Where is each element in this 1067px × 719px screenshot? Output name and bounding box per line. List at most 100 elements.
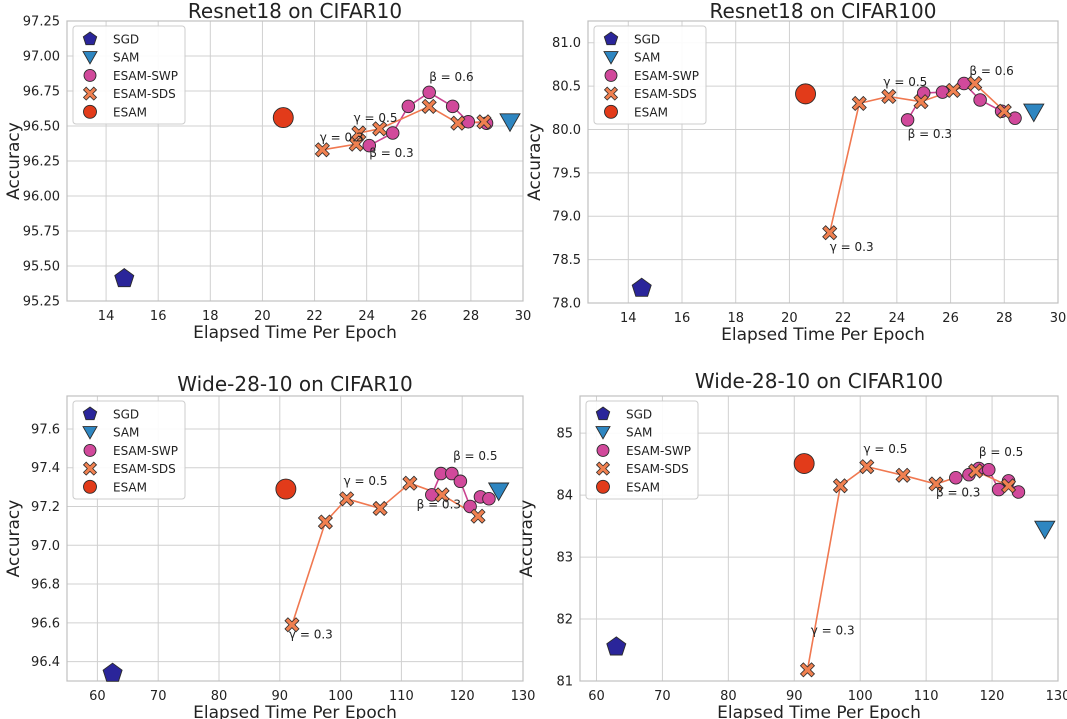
- data-point-sam: [1034, 520, 1056, 540]
- data-point-esam-swp: [385, 126, 400, 140]
- data-point-sam: [1023, 103, 1045, 123]
- plot-frame: [66, 20, 524, 302]
- data-point-esam-sds: [317, 514, 333, 530]
- legend-label: SAM: [634, 51, 660, 65]
- data-point-esam-sds: [851, 95, 867, 111]
- x-tick-label: 90: [786, 689, 803, 704]
- annotation: β = 0.3: [936, 485, 980, 499]
- y-tick-label: 96.25: [23, 155, 60, 170]
- plot-frame: [579, 395, 1059, 682]
- data-point-sam: [499, 113, 521, 133]
- data-point-esam-sds: [470, 508, 486, 524]
- chart-title: Wide-28-10 on CIFAR100: [695, 369, 943, 393]
- data-point-esam-swp: [949, 471, 963, 485]
- data-point-esam-sds: [372, 121, 388, 137]
- data-point-esam: [275, 478, 297, 500]
- data-point-esam-sds: [895, 467, 911, 483]
- annotation: γ = 0.5: [344, 474, 388, 488]
- legend-label: ESAM-SWP: [113, 444, 178, 458]
- annotation: γ = 0.3: [811, 624, 855, 638]
- legend-label: ESAM: [113, 480, 147, 494]
- x-tick-label: 14: [98, 309, 115, 324]
- x-tick-label: 70: [654, 689, 671, 704]
- data-point-esam-sds: [476, 114, 492, 130]
- legend-label: SGD: [626, 408, 652, 422]
- x-tick-label: 16: [674, 311, 691, 326]
- legend-marker-sgd: [82, 31, 98, 46]
- x-tick-label: 22: [306, 309, 323, 324]
- data-point-esam-swp: [1008, 111, 1022, 125]
- legend-marker-esam-sds: [595, 461, 611, 476]
- data-point-sam: [487, 482, 510, 502]
- annotation: γ = 0.3: [289, 627, 333, 641]
- y-tick-label: 96.75: [23, 85, 60, 100]
- x-tick-label: 130: [511, 689, 536, 704]
- data-point-esam-sds: [968, 463, 984, 479]
- legend-marker-sgd: [82, 406, 98, 421]
- data-point-esam-sds: [402, 475, 418, 491]
- chart-panel-2: 14 16 18 20 22 24 26 28 30 78.0 78.5 79.0 79.5 80.0 80…: [525, 0, 1066, 345]
- annotation: β = 0.3: [908, 127, 952, 141]
- data-point-esam-swp: [1011, 485, 1026, 499]
- legend-label: ESAM-SDS: [113, 462, 176, 476]
- annotation: β = 0.5: [979, 445, 1023, 459]
- legend: SGD SAM ESAM-SWP ESAM-SDS ESAM: [593, 25, 707, 125]
- data-point-esam-sds: [314, 142, 330, 158]
- y-tick-label: 84: [556, 489, 573, 504]
- legend-marker-sam: [82, 51, 98, 65]
- legend-marker-esam-swp: [596, 443, 610, 457]
- legend-label: ESAM-SDS: [634, 87, 697, 101]
- legend-label: ESAM: [626, 480, 660, 494]
- data-point-sgd: [606, 636, 627, 656]
- legend-marker-esam: [596, 479, 610, 494]
- annotation: γ = 0.3: [830, 240, 874, 254]
- y-tick-label: 96.8: [31, 578, 60, 593]
- data-point-esam: [795, 83, 816, 105]
- data-point-esam-sds: [799, 662, 816, 678]
- legend-label: SAM: [113, 51, 139, 65]
- legend-box: [72, 400, 186, 500]
- x-tick-label: 16: [150, 309, 167, 324]
- legend-label: SAM: [113, 426, 139, 440]
- annotation: β = 0.6: [969, 64, 1013, 78]
- y-tick-label: 95.25: [23, 295, 60, 310]
- data-point-esam-swp: [422, 85, 436, 100]
- y-tick-label: 80.5: [552, 80, 581, 95]
- y-tick-label: 82: [556, 613, 573, 628]
- legend-marker-esam-sds: [82, 461, 98, 476]
- legend-box: [593, 25, 707, 125]
- y-tick-label: 79.5: [552, 166, 581, 181]
- legend-marker-esam-sds: [82, 86, 98, 101]
- chart-panel-4: 60 70 80 90 100 110 120 130 81 82 83 84 85 Wide-28-10…: [517, 369, 1067, 719]
- legend: SGD SAM ESAM-SWP ESAM-SDS ESAM: [585, 400, 699, 500]
- y-axis-label: Accuracy: [4, 122, 24, 200]
- y-tick-label: 79.0: [552, 210, 581, 225]
- plot-frame: [66, 395, 524, 682]
- data-point-esam-sds: [284, 617, 300, 633]
- legend-marker-esam-swp: [83, 443, 97, 457]
- data-point-esam-sds: [996, 103, 1012, 119]
- x-tick-label: 110: [389, 689, 414, 704]
- data-point-esam-swp: [445, 466, 459, 481]
- x-tick-label: 18: [202, 309, 219, 324]
- data-point-sgd: [114, 268, 135, 288]
- y-tick-label: 95.50: [23, 260, 60, 275]
- data-point-esam-sds: [450, 115, 466, 131]
- x-tick-label: 30: [515, 309, 532, 324]
- data-point-esam-sds: [372, 500, 388, 517]
- data-point-esam-swp: [973, 93, 987, 107]
- data-point-esam-sds: [945, 82, 961, 98]
- y-tick-label: 97.00: [23, 50, 60, 65]
- data-point-esam-swp: [425, 488, 439, 502]
- data-point-esam-sds: [881, 88, 897, 105]
- annotation: β = 0.3: [369, 146, 413, 160]
- x-axis-label: Elapsed Time Per Epoch: [721, 325, 925, 345]
- y-tick-label: 83: [556, 551, 573, 566]
- chart-title: Resnet18 on CIFAR100: [710, 0, 937, 23]
- legend-label: SAM: [626, 426, 652, 440]
- legend-label: ESAM: [634, 105, 668, 119]
- legend-marker-sgd: [603, 31, 619, 46]
- x-tick-label: 60: [588, 689, 605, 704]
- x-tick-label: 80: [720, 689, 737, 704]
- data-point-esam-swp: [362, 138, 377, 153]
